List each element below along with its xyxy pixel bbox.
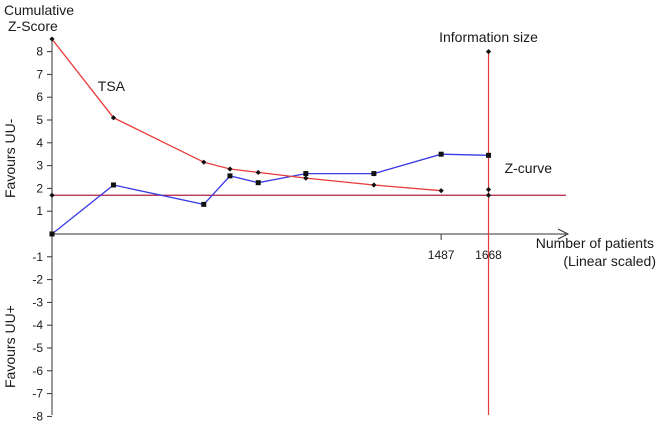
z-curve-point — [438, 151, 444, 157]
axes — [51, 38, 570, 415]
z-curve-point — [227, 173, 233, 179]
series-line-1 — [51, 38, 442, 192]
boundary-end-point — [485, 192, 492, 198]
tsa-point — [371, 182, 377, 188]
y-tick-label: 8 — [36, 45, 43, 59]
y-tick-label: -2 — [32, 273, 43, 287]
tsa-point — [303, 175, 309, 181]
y-tick-label: 1 — [36, 204, 43, 218]
y-ticks: 8 7 6 5 4 3 2 1 -1 -2 -3 -4 -5 -6 -7 -8 — [32, 45, 52, 423]
y-tick-label: 3 — [36, 159, 43, 173]
series-line-0 — [51, 153, 489, 235]
z-curve-point — [486, 152, 492, 158]
y-tick-label: 6 — [36, 90, 43, 104]
tsa-point — [49, 36, 55, 42]
favours-bottom-label: Favours UU+ — [2, 305, 18, 388]
y-tick-label: -8 — [32, 409, 43, 423]
z-curve-annotation: Z-curve — [505, 160, 553, 176]
y-axis-title-line2: Z-Score — [8, 18, 58, 34]
z-curve-point — [303, 171, 309, 177]
z-curve-point — [255, 180, 261, 186]
y-tick-label: -6 — [32, 364, 43, 378]
y-tick-label: -7 — [32, 387, 43, 401]
y-tick-label: -3 — [32, 295, 43, 309]
tsa-point — [227, 166, 233, 172]
y-tick-label: 2 — [36, 181, 43, 195]
y-tick-label: 7 — [36, 67, 43, 81]
information-size-label: Information size — [439, 29, 538, 45]
z-curve-point — [110, 182, 116, 188]
markers — [49, 36, 492, 237]
tsa-annotation: TSA — [98, 78, 126, 94]
x-tick-label: 1487 — [428, 248, 455, 262]
z-curve-point — [201, 201, 207, 207]
boundary-end-point — [485, 186, 492, 193]
z-curve-point — [371, 171, 377, 177]
tsa-point — [201, 159, 207, 165]
y-tick-label: 5 — [36, 113, 43, 127]
threshold-start-point — [49, 192, 55, 198]
tsa-point — [438, 188, 444, 194]
x-ticks: 1487 1668 — [428, 234, 502, 262]
y-tick-label: -5 — [32, 341, 43, 355]
y-axis-title-line1: Cumulative — [4, 2, 74, 18]
z-curve-point — [49, 231, 55, 237]
tsa-point — [110, 115, 117, 121]
y-tick-label: -4 — [32, 318, 43, 332]
series — [51, 38, 489, 235]
y-tick-label: 4 — [36, 136, 43, 150]
x-axis-title-line1: Number of patients — [536, 235, 654, 251]
information-size-point — [485, 49, 492, 55]
x-axis-arrow — [557, 228, 570, 240]
favours-top-label: Favours UU- — [2, 118, 18, 198]
reference-lines — [52, 51, 566, 415]
x-axis-title-line2: (Linear scaled) — [563, 253, 656, 269]
y-tick-label: -1 — [32, 250, 43, 264]
tsa-point — [255, 169, 261, 176]
